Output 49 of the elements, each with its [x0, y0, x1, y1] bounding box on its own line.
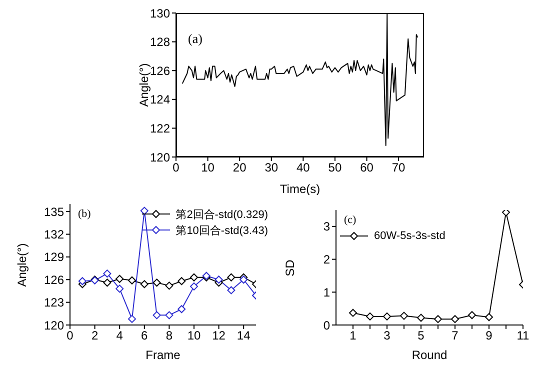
x-axis-title: Round: [412, 348, 448, 362]
x-tick-label: 5: [418, 328, 425, 343]
y-tick-label: 124: [150, 92, 170, 107]
x-tick-label: 70: [392, 160, 406, 175]
y-tick-label: 0: [323, 318, 330, 332]
x-tick-label: 60: [360, 160, 374, 175]
y-tick-label: 1: [323, 285, 330, 300]
y-axis-title: Angle(°): [14, 242, 30, 289]
x-tick-label: 9: [486, 328, 493, 343]
legend-label: 第10回合-std(3.43): [176, 224, 268, 238]
y-axis-title: Angle(°): [137, 63, 151, 107]
x-tick-label: 2: [91, 328, 98, 343]
x-tick-label: 14: [236, 328, 251, 343]
x-tick-label: 8: [166, 328, 173, 343]
y-tick-label: 128: [150, 35, 170, 50]
y-tick-label: 126: [44, 272, 64, 287]
x-tick-label: 10: [187, 328, 201, 343]
annotation: (c): [344, 214, 356, 226]
y-tick-label: 122: [150, 121, 170, 136]
y-tick-label: 3: [323, 220, 330, 234]
x-tick-label: 30: [264, 160, 278, 175]
y-axis-title: SD: [282, 258, 298, 278]
y-tick-label: 126: [150, 64, 170, 78]
x-tick-label: 6: [141, 328, 148, 343]
y-tick-label: 135: [44, 204, 64, 219]
x-tick-label: 0: [66, 328, 74, 343]
x-tick-label: 1: [350, 328, 357, 343]
x-tick-label: 4: [116, 328, 124, 343]
y-tick-label: 129: [44, 250, 64, 264]
y-tick-label: 120: [44, 318, 64, 332]
y-tick-label: 2: [323, 252, 330, 267]
x-tick-label: 12: [212, 328, 226, 343]
legend-label: 第2回合-std(0.329): [176, 208, 268, 222]
x-tick-label: 50: [328, 160, 342, 175]
annotation: (b): [78, 208, 91, 220]
y-tick-label: 120: [150, 150, 170, 164]
x-tick-label: 40: [296, 160, 310, 175]
y-tick-label: 132: [44, 228, 64, 242]
x-tick-label: 20: [232, 160, 247, 175]
annotation: (a): [188, 31, 202, 47]
x-tick-label: 7: [452, 328, 459, 343]
x-tick-label: 3: [384, 328, 391, 343]
y-tick-label: 123: [44, 296, 64, 310]
legend-label: 60W-5s-3s-std: [374, 230, 446, 242]
x-axis-title: Frame: [146, 348, 181, 362]
y-tick-label: 130: [150, 6, 170, 20]
x-tick-label: 11: [516, 328, 530, 343]
x-tick-label: 0: [172, 160, 180, 175]
x-tick-label: 10: [201, 160, 215, 175]
